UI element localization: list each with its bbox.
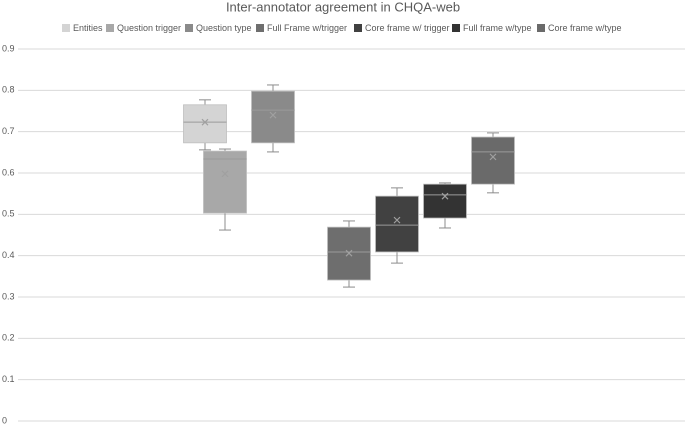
y-tick-label: 0.1 (2, 374, 15, 384)
legend-label: Entities (73, 23, 103, 33)
mean-marker (345, 249, 353, 257)
y-tick-label: 0.8 (2, 85, 15, 95)
legend-swatch (62, 24, 70, 32)
legend-swatch (185, 24, 193, 32)
legend-label: Core frame w/ trigger (365, 23, 450, 33)
y-tick-label: 0.3 (2, 291, 15, 301)
legend-swatch (354, 24, 362, 32)
y-tick-label: 0.4 (2, 250, 15, 260)
legend-swatch (106, 24, 114, 32)
mean-marker (489, 153, 497, 161)
mean-marker (441, 192, 449, 200)
mean-marker (269, 111, 277, 119)
y-tick-label: 0.2 (2, 333, 15, 343)
box (251, 90, 295, 144)
y-tick-label: 0.6 (2, 167, 15, 177)
box (203, 150, 247, 214)
box (183, 104, 227, 144)
legend-label: Core frame w/type (548, 23, 622, 33)
legend-label: Question trigger (117, 23, 181, 33)
mean-marker (201, 118, 209, 126)
y-tick-label: 0.5 (2, 209, 15, 219)
y-tick-label: 0 (2, 415, 7, 425)
legend-label: Question type (196, 23, 252, 33)
y-tick-label: 0.9 (2, 43, 15, 53)
box (375, 195, 419, 253)
legend-swatch (537, 24, 545, 32)
box (423, 183, 467, 219)
chart-title: Inter-annotator agreement in CHQA-web (226, 0, 460, 14)
mean-marker (393, 216, 401, 224)
legend-label: Full Frame w/trigger (267, 23, 347, 33)
mean-marker (221, 170, 229, 178)
legend-swatch (452, 24, 460, 32)
y-tick-label: 0.7 (2, 126, 15, 136)
legend-label: Full frame w/type (463, 23, 532, 33)
box (471, 136, 515, 185)
legend-swatch (256, 24, 264, 32)
